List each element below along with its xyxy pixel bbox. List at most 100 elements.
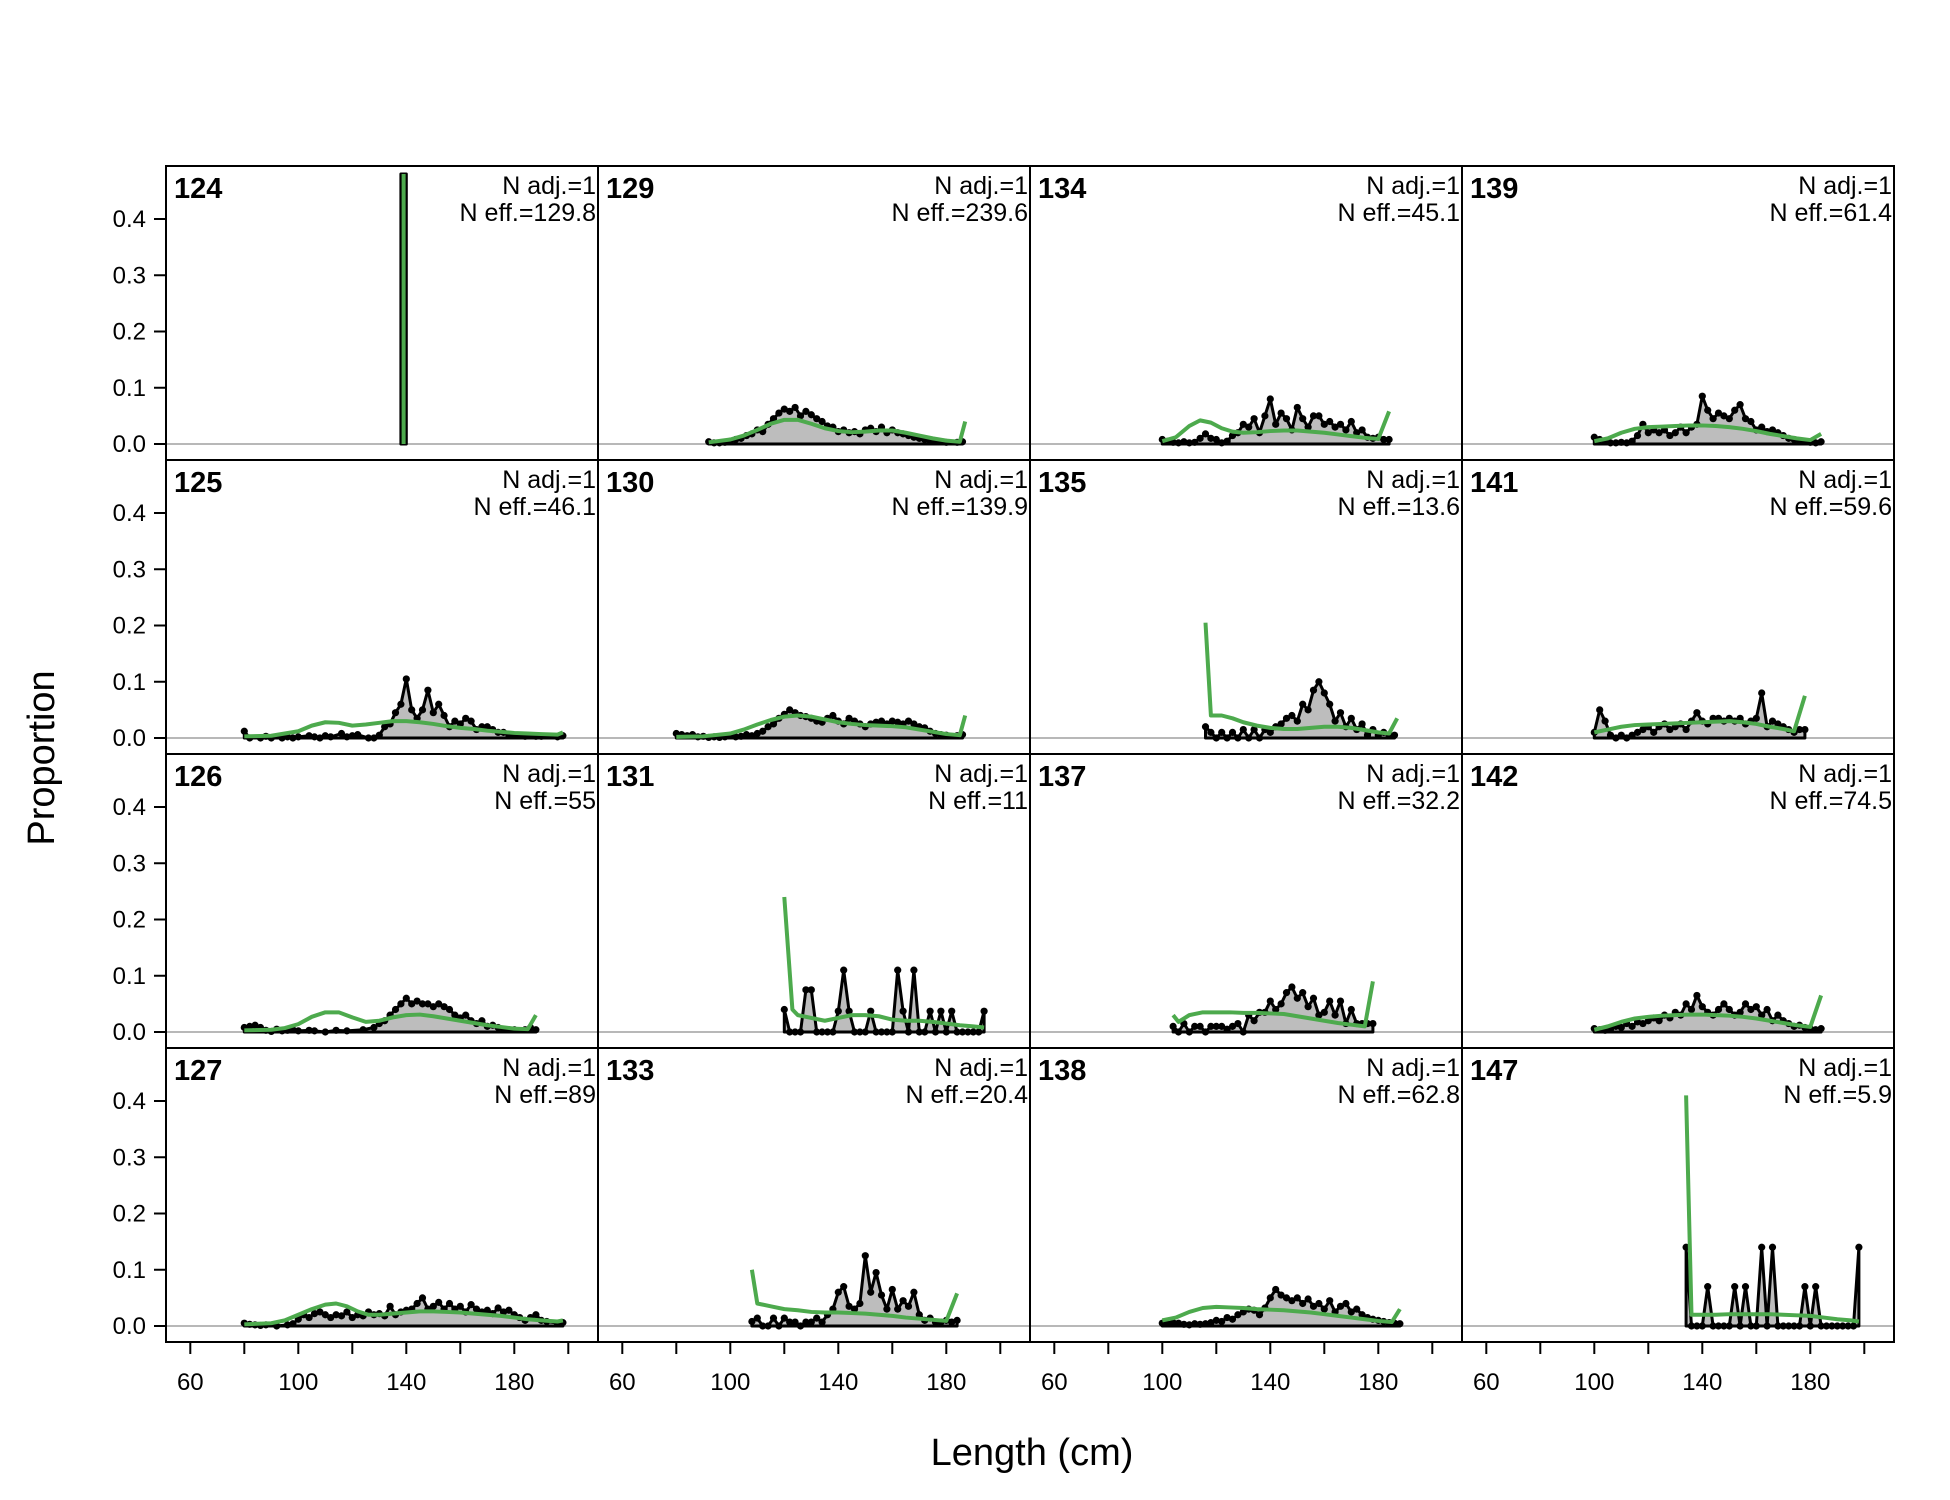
axes-layer: 0.0 0.1 0.2 0.3 0.4 0.0 0.1 0.2 0.3 0.4 0.0 0.1 0.2 0… bbox=[113, 206, 1866, 1396]
observed-point bbox=[899, 1007, 907, 1015]
observed-point bbox=[802, 407, 810, 415]
x-tick-label: 140 bbox=[818, 1369, 858, 1396]
observed-point bbox=[343, 1308, 351, 1316]
n-eff-label: N eff.=129.8 bbox=[460, 199, 596, 227]
observed-point bbox=[1239, 1028, 1247, 1036]
observed-point bbox=[1731, 1283, 1739, 1291]
observed-point bbox=[424, 1000, 432, 1008]
observed-point bbox=[251, 1021, 259, 1029]
observed-point bbox=[1628, 1022, 1636, 1030]
observed-point bbox=[1228, 1315, 1237, 1323]
observed-point bbox=[1822, 1322, 1831, 1330]
panel-plot-area bbox=[1030, 981, 1462, 1036]
observed-point bbox=[1212, 1316, 1220, 1324]
expected-line bbox=[1161, 410, 1391, 444]
observed-point bbox=[1768, 426, 1777, 434]
observed-point bbox=[742, 731, 751, 739]
observed-point bbox=[894, 1305, 902, 1313]
observed-point bbox=[775, 409, 783, 417]
panel-129: 129 N adj.=1N eff.=239.6 bbox=[597, 165, 1031, 461]
panel-133: 133 N adj.=1N eff.=20.4 bbox=[597, 1047, 1031, 1343]
observed-point bbox=[1261, 412, 1269, 420]
observed-point bbox=[305, 732, 313, 740]
n-adj-label: N adj.=1 bbox=[1798, 760, 1892, 788]
observed-point bbox=[807, 411, 815, 419]
x-tick-label: 180 bbox=[1358, 1369, 1398, 1396]
observed-point bbox=[1655, 1017, 1663, 1025]
observed-point bbox=[867, 1288, 875, 1296]
observed-point bbox=[1223, 437, 1231, 445]
observed-point bbox=[1201, 1028, 1210, 1036]
panel-plot-area bbox=[1030, 622, 1462, 742]
n-eff-label: N eff.=45.1 bbox=[1337, 199, 1460, 227]
panel-126: 126 N adj.=1N eff.=55 bbox=[165, 753, 599, 1049]
observed-point bbox=[1342, 426, 1350, 434]
observed-point bbox=[1720, 1000, 1728, 1008]
observed-point bbox=[888, 717, 896, 725]
observed-point bbox=[780, 405, 788, 413]
panel-135: 135 N adj.=1N eff.=13.6 bbox=[1029, 459, 1463, 755]
observed-point bbox=[834, 1007, 842, 1015]
observed-point bbox=[1606, 731, 1615, 739]
n-adj-label: N adj.=1 bbox=[502, 172, 596, 200]
observed-point bbox=[1844, 1322, 1852, 1330]
observed-point bbox=[532, 1026, 540, 1034]
observed-point bbox=[305, 1026, 313, 1034]
observed-point bbox=[499, 1308, 508, 1316]
y-tick-label: 0.0 bbox=[113, 431, 146, 458]
observed-point bbox=[845, 1302, 853, 1310]
observed-point bbox=[1315, 412, 1323, 420]
observed-point bbox=[408, 1000, 416, 1008]
observed-point bbox=[397, 700, 405, 708]
observed-point bbox=[1299, 415, 1307, 423]
observed-point bbox=[456, 1302, 464, 1310]
observed-point bbox=[1266, 1294, 1274, 1302]
observed-point bbox=[1720, 1322, 1728, 1330]
observed-point bbox=[867, 1007, 875, 1015]
panel-frame bbox=[1461, 1047, 1895, 1343]
panel-138: 138 N adj.=1N eff.=62.8 bbox=[1029, 1047, 1463, 1343]
n-eff-label: N eff.=61.4 bbox=[1769, 199, 1892, 227]
n-adj-label: N adj.=1 bbox=[934, 1054, 1028, 1082]
observed-point bbox=[1304, 423, 1312, 431]
observed-point bbox=[1342, 1299, 1350, 1308]
observed-point bbox=[413, 997, 421, 1005]
observed-point bbox=[1725, 1005, 1733, 1014]
panel-142: 142 N adj.=1N eff.=74.5 bbox=[1461, 753, 1895, 1049]
n-eff-label: N eff.=32.2 bbox=[1337, 787, 1460, 815]
observed-point bbox=[840, 966, 848, 974]
y-tick-label: 0.1 bbox=[113, 963, 146, 990]
observed-point bbox=[780, 1314, 788, 1322]
observed-point bbox=[1390, 731, 1399, 739]
observed-point bbox=[1320, 420, 1328, 428]
observed-point bbox=[283, 1321, 292, 1329]
x-axis-title: Length (cm) bbox=[931, 1432, 1134, 1474]
observed-point bbox=[1336, 1302, 1345, 1310]
observed-point bbox=[1795, 1322, 1804, 1330]
n-eff-label: N eff.=11 bbox=[928, 787, 1028, 815]
panel-label: 130 bbox=[606, 467, 654, 499]
x-tick-label: 100 bbox=[278, 1369, 318, 1396]
observed-point bbox=[1380, 435, 1388, 444]
observed-point bbox=[948, 1007, 956, 1015]
panel-label: 133 bbox=[606, 1055, 654, 1087]
observed-point bbox=[354, 731, 362, 739]
y-tick-label: 0.0 bbox=[113, 725, 146, 752]
panel-plot-area bbox=[598, 1252, 1030, 1330]
observed-point bbox=[975, 1028, 983, 1036]
observed-point bbox=[1698, 1003, 1706, 1011]
observed-point bbox=[1218, 1022, 1226, 1030]
observed-point bbox=[1207, 1022, 1215, 1030]
panel-plot-area bbox=[1030, 1285, 1462, 1329]
observed-point bbox=[1207, 434, 1215, 442]
observed-point bbox=[877, 717, 886, 725]
observed-point bbox=[1725, 415, 1733, 423]
observed-area bbox=[1592, 691, 1807, 740]
panel-plot-area bbox=[166, 172, 598, 446]
observed-point bbox=[1369, 1019, 1377, 1028]
observed-point bbox=[1741, 415, 1750, 423]
x-tick-label: 140 bbox=[386, 1369, 426, 1396]
n-adj-label: N adj.=1 bbox=[1366, 466, 1460, 494]
n-adj-label: N adj.=1 bbox=[502, 466, 596, 494]
observed-point bbox=[321, 732, 329, 740]
